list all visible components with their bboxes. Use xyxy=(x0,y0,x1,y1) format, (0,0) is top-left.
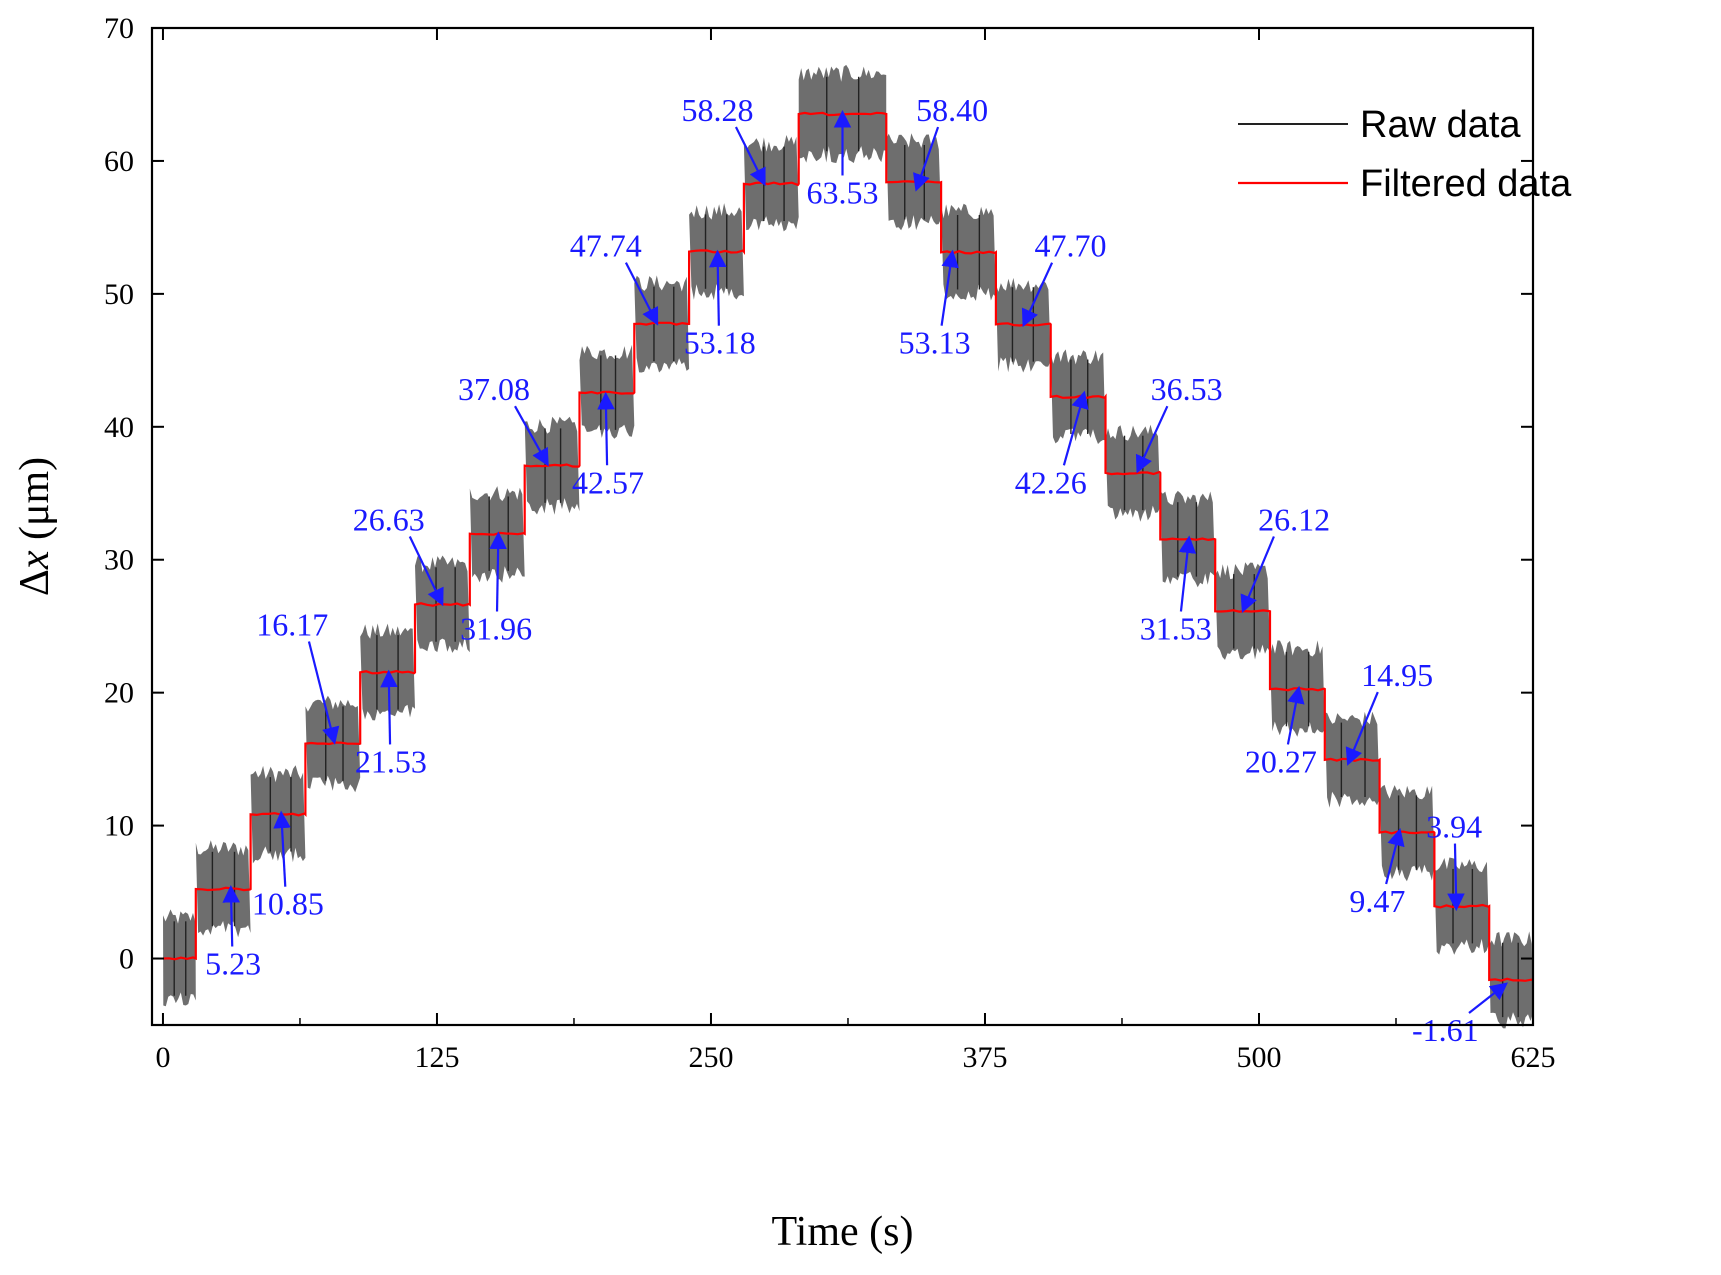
filtered-line xyxy=(162,111,1534,982)
legend-raw-label: Raw data xyxy=(1360,104,1521,146)
annotation-arrow xyxy=(940,249,959,326)
annotation-label: 9.47 xyxy=(1349,883,1405,919)
annotation-arrow xyxy=(1385,827,1405,885)
y-tick-label: 30 xyxy=(104,544,134,577)
annotation-arrow xyxy=(222,885,241,947)
annotation-label: 47.70 xyxy=(1034,228,1106,264)
annotation-label: 31.96 xyxy=(460,610,532,646)
annotation-arrow xyxy=(1447,843,1465,912)
annotation-arrow xyxy=(380,669,398,745)
annotation-arrow xyxy=(1240,536,1275,613)
x-tick-label: 500 xyxy=(1236,1041,1281,1074)
annotation-arrow xyxy=(1286,685,1305,745)
y-tick-label: 60 xyxy=(104,145,134,178)
annotation-arrow xyxy=(307,641,340,745)
legend-filtered-label: Filtered data xyxy=(1360,163,1572,205)
y-tick-label: 10 xyxy=(104,810,134,843)
x-axis-label: Time (s) xyxy=(772,1209,914,1255)
annotation-label: 31.53 xyxy=(1140,610,1212,646)
plot-frame xyxy=(150,26,1535,1027)
annotation-label: 58.40 xyxy=(916,92,988,128)
annotation-arrow xyxy=(734,126,766,187)
annotation-arrow xyxy=(624,262,659,326)
annotation-arrow xyxy=(597,391,615,466)
y-axis-label-delta: Δ xyxy=(12,569,58,596)
annotation-arrow xyxy=(913,126,940,192)
annotation-label: 37.08 xyxy=(458,371,530,407)
y-tick-label: 0 xyxy=(119,943,134,976)
annotation-label: 47.74 xyxy=(570,228,642,264)
x-tick-label: 625 xyxy=(1511,1041,1556,1074)
annotation-label: 5.23 xyxy=(205,945,261,981)
annotations: 5.23 10.85 16.17 21.53 26.63 31.96 37.08 42.57 4… xyxy=(205,92,1508,1048)
annotation-label: 42.57 xyxy=(572,464,644,500)
filtered-data-series xyxy=(162,111,1534,982)
annotation-label: 36.53 xyxy=(1151,371,1223,407)
raw-band-9 xyxy=(634,275,690,373)
annotation-label: 58.28 xyxy=(682,92,754,128)
annotation-label: 42.26 xyxy=(1015,464,1087,500)
y-tick-label: 70 xyxy=(104,12,134,45)
annotation-arrow xyxy=(1178,535,1197,612)
x-tick-label: 0 xyxy=(155,1041,170,1074)
annotation-arrow xyxy=(408,536,444,607)
annotation-label: 26.12 xyxy=(1258,501,1330,537)
y-axis-label-unit: (μm) xyxy=(12,457,58,551)
annotation-label: 53.18 xyxy=(684,325,756,361)
annotation-label: 20.27 xyxy=(1245,743,1317,779)
annotation-arrow xyxy=(1021,262,1054,328)
annotation-arrow xyxy=(1345,691,1379,766)
annotation-label: 21.53 xyxy=(355,743,427,779)
y-tick-label: 50 xyxy=(104,278,134,311)
y-axis-label: Δx (μm) xyxy=(12,457,58,596)
y-axis-label-var: x xyxy=(12,550,58,570)
y-tick-label: 20 xyxy=(104,677,134,710)
annotation-arrow xyxy=(514,405,549,467)
y-tick-label: 40 xyxy=(104,411,134,444)
annotation-label: 63.53 xyxy=(807,174,879,210)
x-tick-label: 375 xyxy=(962,1041,1007,1074)
annotation-label: 10.85 xyxy=(252,886,324,922)
annotation-label: -1.61 xyxy=(1412,1012,1479,1048)
annotation-arrow xyxy=(489,531,507,612)
annotation-arrow xyxy=(1135,405,1169,474)
annotation-label: 3.94 xyxy=(1426,809,1482,845)
legend: Raw data Filtered data xyxy=(1238,104,1572,205)
axes: 0 125 250 375 500 625 0 10 20 30 40 50 60 70 xyxy=(104,12,1556,1074)
annotation-label: 53.13 xyxy=(899,325,971,361)
annotation-arrow xyxy=(708,249,727,326)
x-tick-label: 250 xyxy=(688,1041,733,1074)
annotation-label: 14.95 xyxy=(1361,657,1433,693)
annotation-arrow xyxy=(273,810,291,887)
annotation-label: 16.17 xyxy=(256,607,328,643)
annotation-arrow xyxy=(1062,390,1089,466)
annotation-arrow xyxy=(1468,982,1508,1014)
annotation-label: 26.63 xyxy=(353,501,425,537)
x-tick-label: 125 xyxy=(414,1041,459,1074)
